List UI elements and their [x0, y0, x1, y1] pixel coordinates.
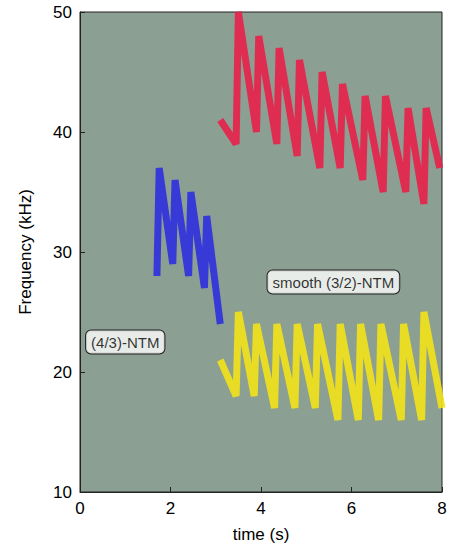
- svg-text:time (s): time (s): [233, 525, 290, 544]
- svg-text:10: 10: [53, 483, 72, 502]
- svg-text:6: 6: [347, 499, 356, 518]
- svg-text:smooth (3/2)-NTM: smooth (3/2)-NTM: [273, 274, 395, 291]
- svg-text:2: 2: [166, 499, 175, 518]
- svg-text:40: 40: [53, 123, 72, 142]
- svg-text:0: 0: [75, 499, 84, 518]
- svg-text:4: 4: [256, 499, 265, 518]
- svg-text:Frequency (kHz): Frequency (kHz): [16, 189, 35, 315]
- svg-text:20: 20: [53, 363, 72, 382]
- svg-text:(4/3)-NTM: (4/3)-NTM: [91, 334, 159, 351]
- svg-text:8: 8: [437, 499, 446, 518]
- svg-text:50: 50: [53, 3, 72, 22]
- svg-text:30: 30: [53, 243, 72, 262]
